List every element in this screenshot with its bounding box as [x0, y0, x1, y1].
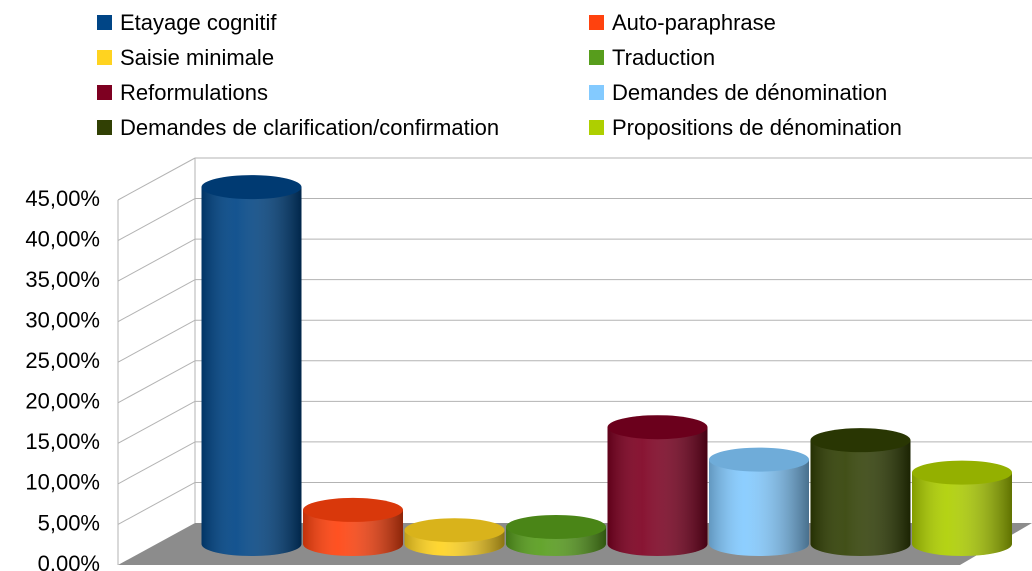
cylinder-top-shade [709, 447, 809, 472]
grid-line [117, 279, 196, 323]
y-tick-label: 25,00% [25, 348, 100, 373]
cylinder-shade [810, 440, 911, 556]
legend-label: Propositions de dénomination [612, 115, 902, 140]
cylinder-top-shade [607, 415, 708, 440]
legend-swatch [97, 50, 112, 65]
y-tick-label: 15,00% [25, 429, 100, 454]
y-tick-label: 45,00% [25, 186, 100, 211]
legend-label: Traduction [612, 45, 715, 70]
y-tick-label: 0.00% [38, 551, 100, 571]
y-tick-label: 40,00% [25, 226, 100, 251]
legend-swatch [97, 120, 112, 135]
cylinder-top-shade [404, 518, 505, 543]
grid-line [117, 441, 196, 485]
legend-label: Saisie minimale [120, 45, 274, 70]
grid-line [117, 319, 196, 363]
cylinder-top [404, 518, 505, 543]
y-tick-label: 20,00% [25, 389, 100, 414]
cylinder-top [506, 514, 606, 539]
legend-swatch [589, 15, 604, 30]
grid-line [117, 238, 196, 282]
legend-label: Etayage cognitif [120, 10, 277, 35]
cylinder-shade [912, 472, 1012, 556]
y-tick-label: 5,00% [38, 510, 100, 535]
cylinder-top-shade [912, 460, 1012, 485]
y-tick-label: 35,00% [25, 267, 100, 292]
cylinder-top [810, 428, 911, 453]
cylinder-shade [607, 427, 708, 556]
legend-swatch [97, 85, 112, 100]
cylinder-top [201, 175, 302, 200]
legend-swatch [589, 85, 604, 100]
legend-label: Auto-paraphrase [612, 10, 776, 35]
legend-label: Demandes de clarification/confirmation [120, 115, 499, 140]
legend-swatch [589, 50, 604, 65]
cylinder-top-shade [810, 428, 911, 453]
legend-label: Reformulations [120, 80, 268, 105]
cylinder-top-shade [201, 175, 302, 200]
cylinder-top [303, 497, 403, 522]
grid-line [117, 360, 196, 404]
cylinder-top-shade [506, 514, 606, 539]
grid-line [117, 400, 196, 444]
legend-swatch [589, 120, 604, 135]
cylinder-shade [201, 187, 302, 556]
cylinder-shade [303, 509, 403, 556]
legend-swatch [97, 15, 112, 30]
y-tick-label: 10,00% [25, 470, 100, 495]
cylinder-top [912, 460, 1012, 485]
grid-line [117, 157, 196, 201]
grid-line [117, 482, 196, 525]
y-tick-label: 30,00% [25, 307, 100, 332]
grid-line [117, 198, 196, 241]
cylinder-shade [709, 459, 809, 556]
cylinder-top-shade [303, 497, 403, 522]
legend-label: Demandes de dénomination [612, 80, 887, 105]
cylinder-top [709, 447, 809, 472]
cylinder-top [607, 415, 708, 440]
